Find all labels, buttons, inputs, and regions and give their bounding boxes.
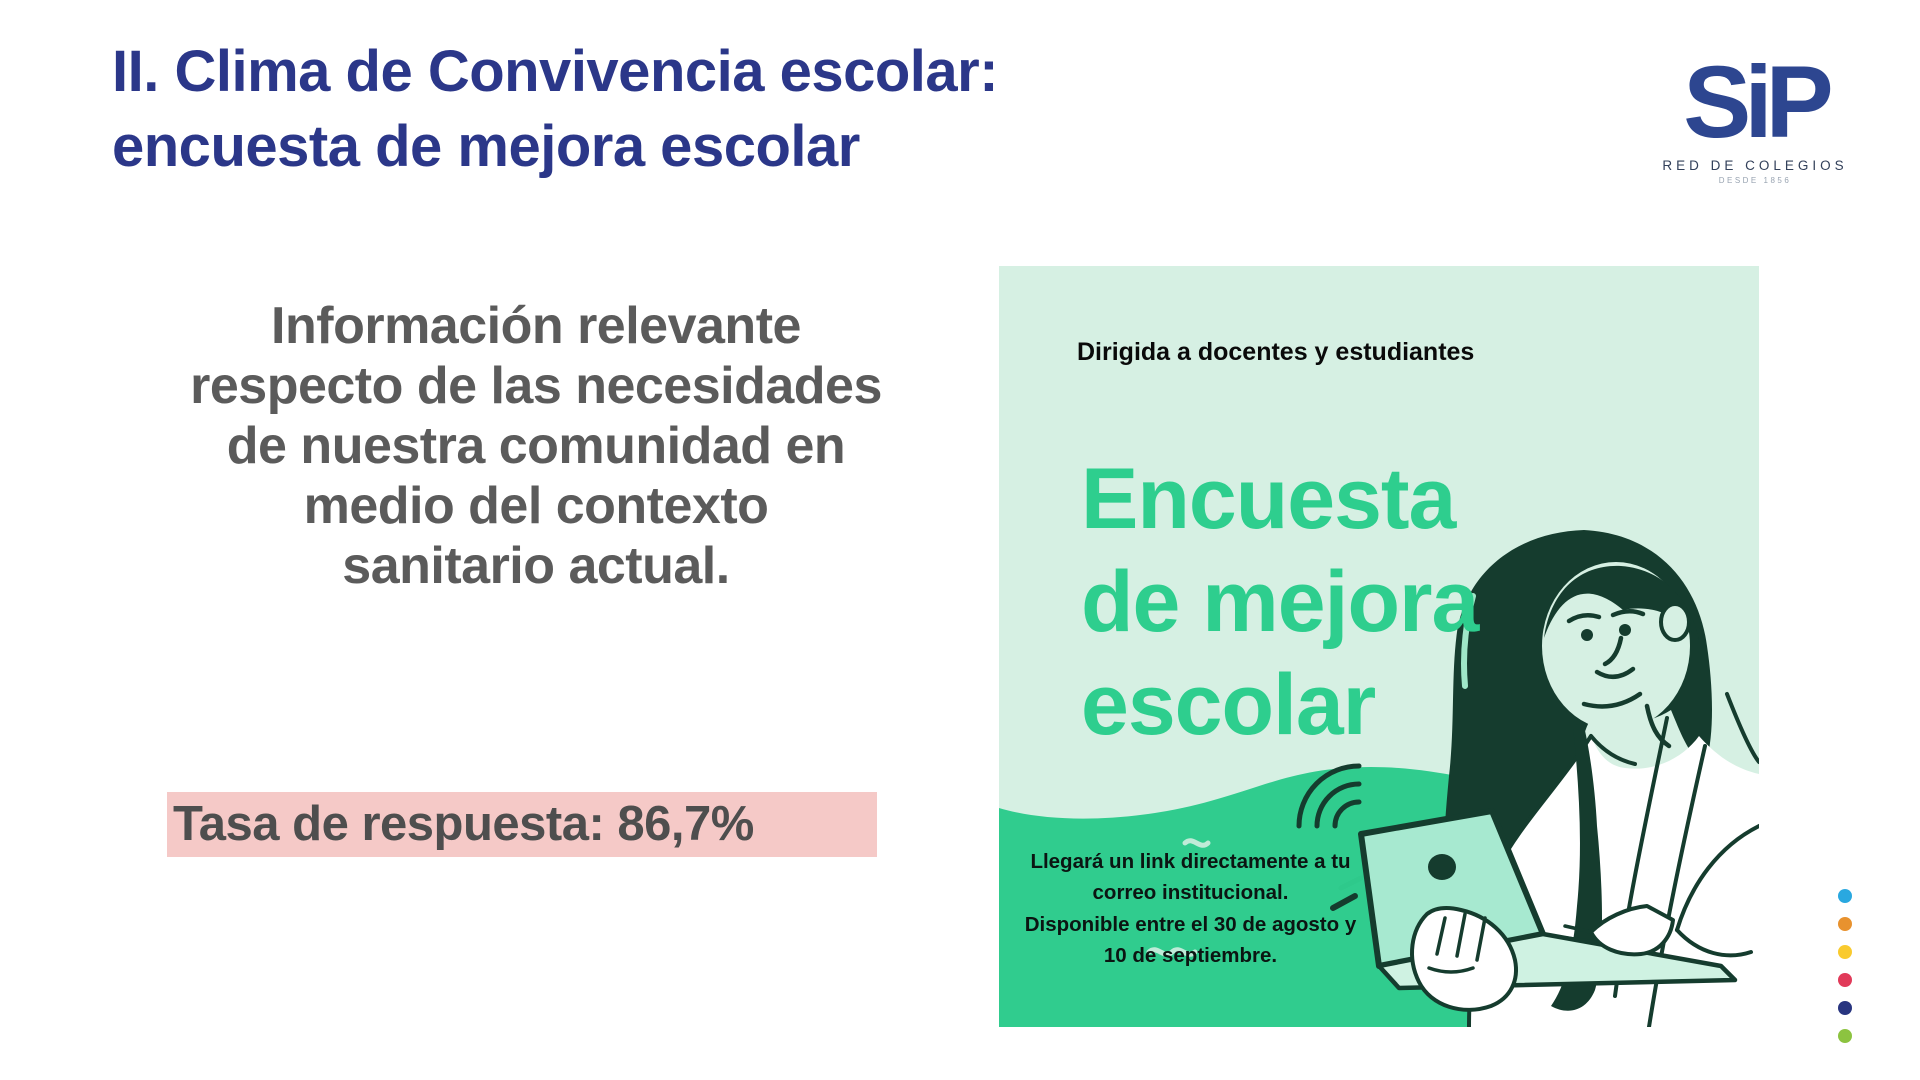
paragraph-line: respecto de las necesidades: [190, 357, 882, 415]
note-line: Disponible entre el 30 de agosto y: [1024, 912, 1357, 936]
card-headline: Encuesta de mejora escolar: [1081, 448, 1479, 757]
sip-logo-wordmark: SiP: [1683, 45, 1833, 159]
accent-dot-orange: [1838, 917, 1852, 931]
hair-front-strand: [1551, 722, 1602, 1011]
card-note: Llegará un link directamente a tu correo…: [1003, 846, 1378, 971]
accent-dot-yellow: [1838, 945, 1852, 959]
woman-ear: [1659, 602, 1691, 642]
note-line: correo institucional.: [1092, 881, 1289, 905]
intro-paragraph: Información relevante respecto de las ne…: [112, 296, 960, 596]
right-hand: [1563, 904, 1675, 957]
woman-fringe: [1544, 565, 1699, 640]
headline-line: de mejora: [1081, 554, 1479, 650]
survey-illustration: [999, 530, 1759, 1027]
headline-line: Encuesta: [1081, 451, 1456, 547]
paragraph-line: Información relevante: [271, 297, 801, 355]
accent-dot-green: [1838, 1029, 1852, 1043]
sip-logo-tagline: DESDE 1856: [1718, 176, 1792, 185]
wifi-icon: [1296, 763, 1362, 829]
slide-title: II. Clima de Convivencia escolar: encues…: [112, 34, 1312, 184]
paragraph-line: sanitario actual.: [342, 537, 730, 595]
title-line-1: II. Clima de Convivencia escolar:: [112, 39, 999, 104]
response-rate-highlight: Tasa de respuesta: 86,7%: [167, 792, 877, 857]
sip-logo: SiP RED DE COLEGIOS DESDE 1856: [1650, 50, 1860, 185]
paragraph-line: de nuestra comunidad en: [226, 417, 846, 475]
paragraph-line: medio del contexto: [303, 477, 769, 535]
note-line: Llegará un link directamente a tu: [1030, 850, 1351, 873]
laptop-camera-dot: [1428, 854, 1456, 880]
note-line: 10 de septiembre.: [1103, 943, 1278, 967]
sip-logo-subtitle: RED DE COLEGIOS: [1662, 158, 1848, 173]
headline-line: escolar: [1081, 657, 1376, 753]
accent-dots: [1838, 889, 1852, 1057]
woman-face-features: [1566, 609, 1672, 749]
accent-dot-red: [1838, 973, 1852, 987]
survey-card: Dirigida a docentes y estudiantes Encues…: [999, 266, 1759, 1027]
title-line-2: encuesta de mejora escolar: [112, 114, 860, 179]
card-audience-label: Dirigida a docentes y estudiantes: [1077, 338, 1475, 366]
accent-dot-cyan: [1838, 889, 1852, 903]
send-dashes: [1330, 875, 1364, 911]
accent-dot-navy: [1838, 1001, 1852, 1015]
left-hand: [1410, 906, 1518, 1012]
